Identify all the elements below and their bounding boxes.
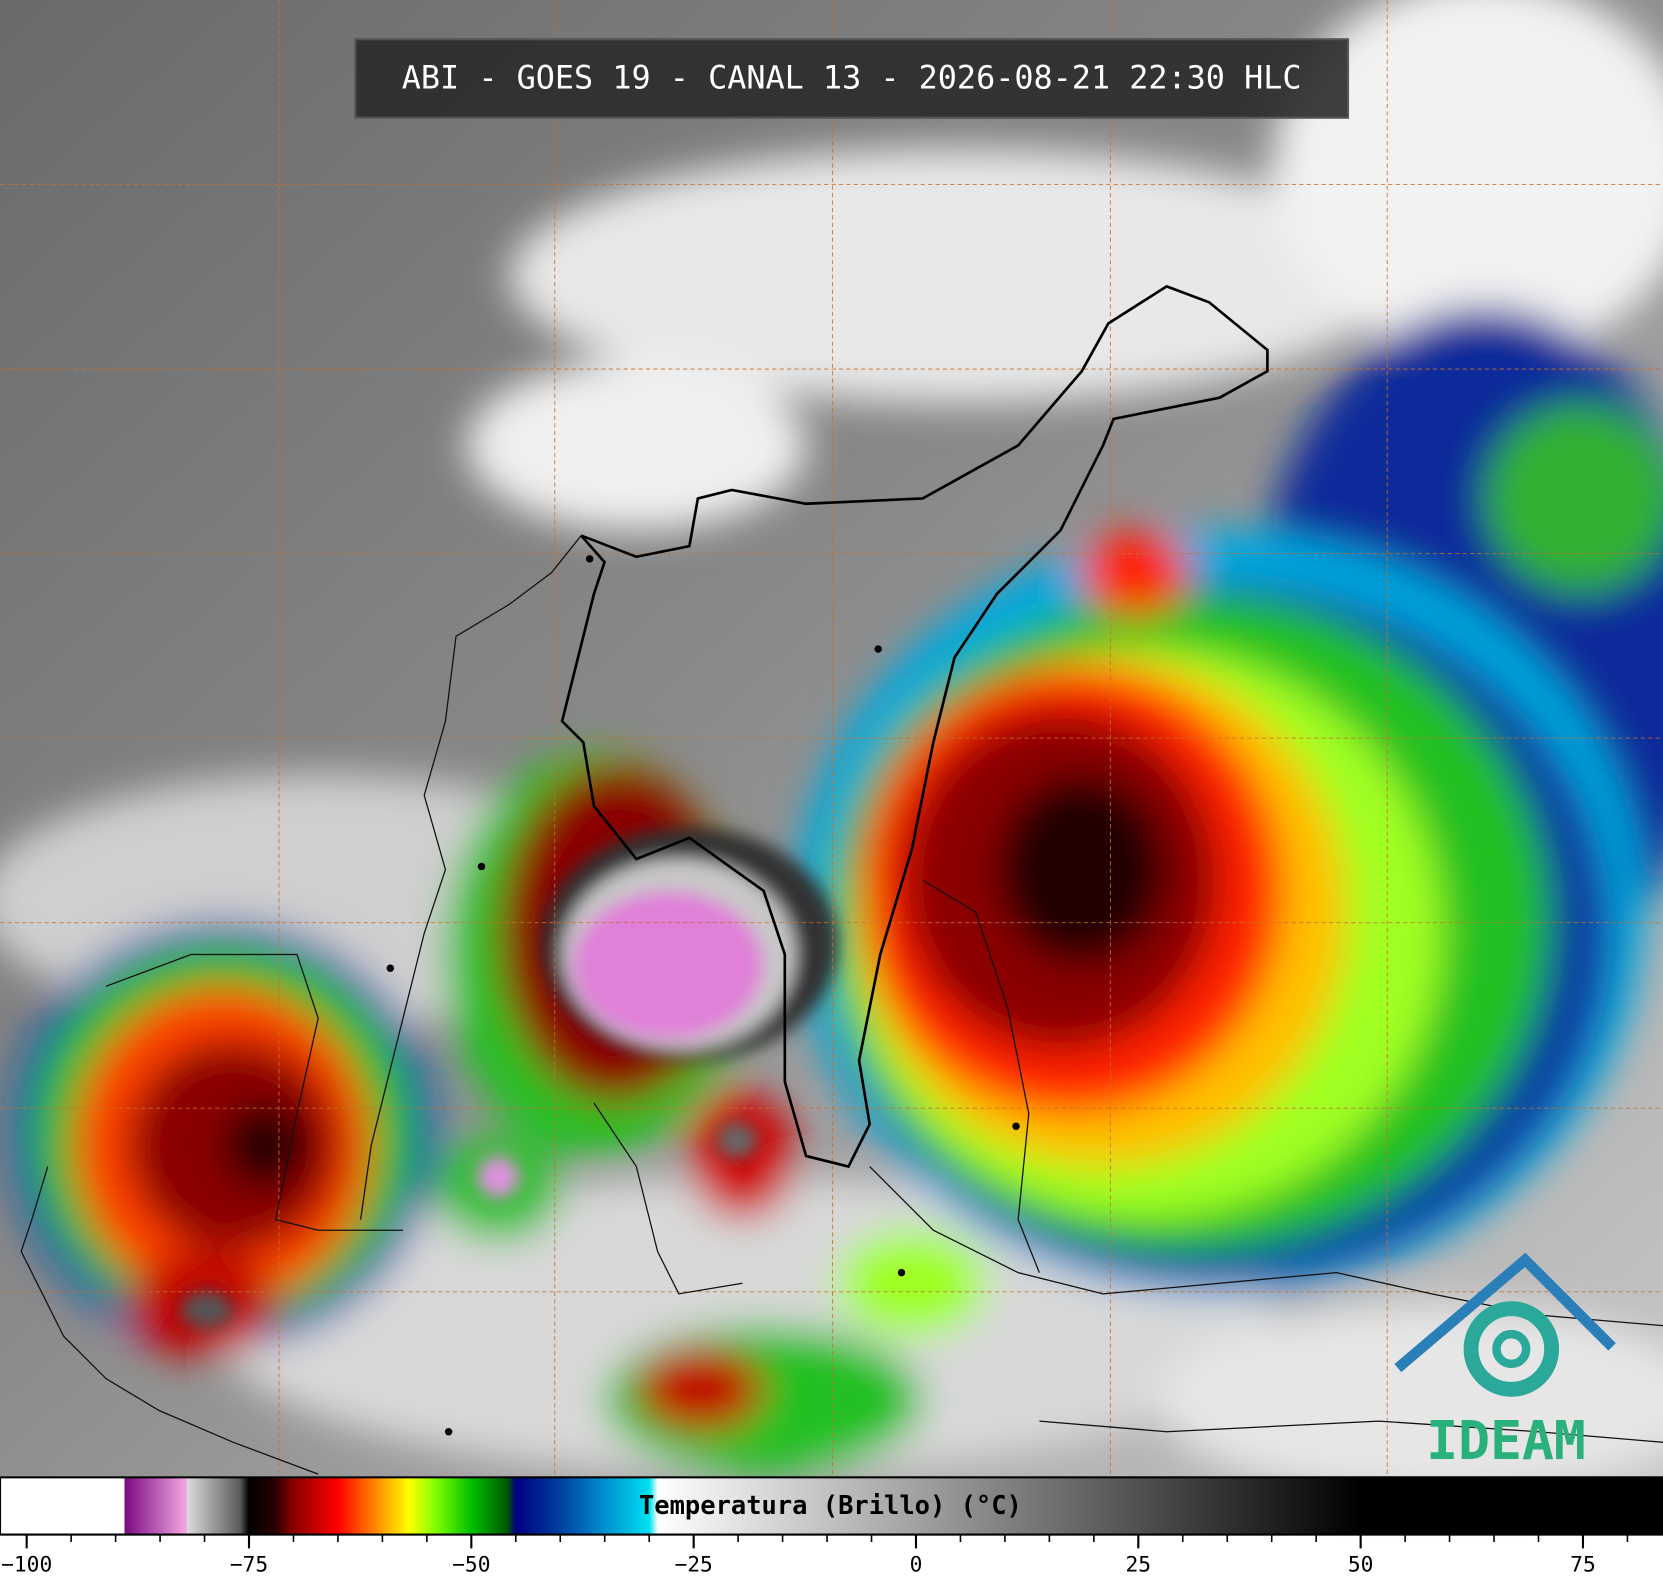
grid-lines (0, 0, 1663, 1477)
logo-text: IDEAM (1426, 1410, 1586, 1472)
tick-label: 25 (1126, 1552, 1152, 1577)
colorbar-label: Temperatura (Brillo) (°C) (639, 1491, 1022, 1521)
cities (386, 555, 1020, 1436)
logo: IDEAM (1394, 1252, 1616, 1472)
coastlines (20, 284, 1663, 1475)
tick-label: −75 (230, 1552, 268, 1577)
tick-label: 75 (1570, 1552, 1596, 1577)
title-box: ABI - GOES 19 - CANAL 13 - 2026-08-21 22… (354, 38, 1350, 119)
tick-label: −25 (675, 1552, 713, 1577)
tick-label: −50 (452, 1552, 490, 1577)
imagery (0, 0, 1663, 1496)
tick-label: −100 (1, 1552, 52, 1577)
colorbar: Temperatura (Brillo) (°C) −100 −75 −50 −25 0… (0, 1476, 1663, 1577)
colorbar-gradient (0, 1476, 1663, 1536)
title: ABI - GOES 19 - CANAL 13 - 2026-08-21 22… (402, 59, 1302, 97)
tick-label: 0 (910, 1552, 923, 1577)
tick-label: 50 (1348, 1552, 1374, 1577)
